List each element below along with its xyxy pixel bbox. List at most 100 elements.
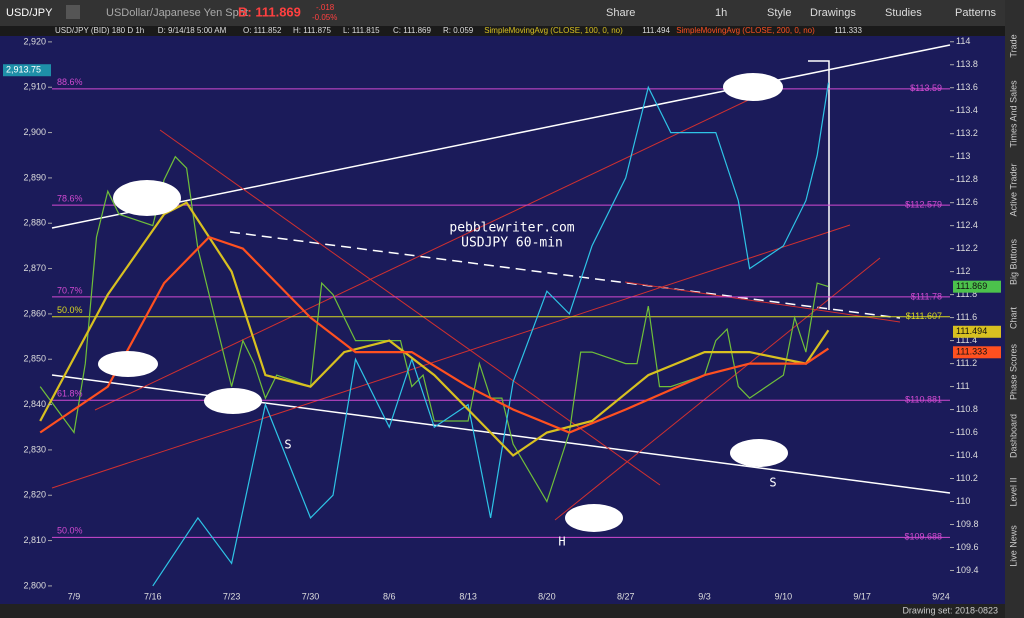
price-line [39, 201, 830, 457]
fib-pct: 78.6% [57, 193, 83, 203]
y-tick-label: 112.4 [956, 220, 978, 230]
status-bar [0, 604, 1005, 618]
annotation: H [558, 535, 565, 549]
x-tick-label: 8/27 [617, 591, 635, 601]
x-tick-label: 9/10 [775, 591, 793, 601]
fib-pct: 70.7% [57, 285, 83, 295]
symbol-dropdown[interactable] [66, 5, 80, 19]
change: -.018 [316, 3, 335, 12]
symbol: USD/JPY [6, 7, 53, 19]
trend-line [554, 257, 881, 521]
price-tag [3, 64, 51, 77]
sidebar-tab[interactable]: Big Buttons [1008, 238, 1018, 285]
description: USDollar/Japanese Yen Spot [106, 7, 248, 19]
ellipses [98, 73, 788, 532]
y-tick-label: 109.8 [956, 519, 979, 529]
y-tick-label: 110.2 [956, 473, 978, 483]
highlight [98, 351, 158, 377]
highlight [565, 504, 623, 532]
x-tick-label: 7/9 [68, 591, 81, 601]
sidebar-tab[interactable]: Times And Sales [1008, 80, 1018, 148]
fib-pct: 61.8% [57, 389, 83, 399]
study-value: 111.333 [834, 26, 862, 35]
sidebar-tab[interactable]: Trade [1008, 34, 1018, 57]
measure-line [808, 60, 830, 310]
study-name: SimpleMovingAvg (CLOSE, 100, 0, no) [484, 26, 623, 35]
y-tick-label: 111 [956, 381, 970, 391]
info-item: L: 111.815 [343, 26, 380, 35]
y-tick-label: 2,810 [23, 535, 46, 545]
toolbar-button[interactable]: Style [767, 7, 791, 19]
trend-line [51, 374, 951, 494]
toolbar-button[interactable]: Drawings [810, 7, 856, 19]
toolbar-button[interactable]: Share [606, 7, 635, 19]
y-tick-label: 111.8 [956, 289, 977, 299]
y-tick-label: 2,860 [23, 308, 46, 318]
price-line [39, 235, 830, 434]
price-line [152, 82, 829, 587]
x-tick-label: 9/17 [853, 591, 871, 601]
y-tick-label: 111.4 [956, 335, 977, 345]
x-axis-area [0, 590, 1005, 604]
fib-pct: 88.6% [57, 77, 83, 87]
y-tick-label: 2,880 [23, 218, 46, 228]
fib-label: $113.59 [910, 83, 942, 93]
y-tick-label: 113.2 [956, 128, 978, 138]
x-tick-label: 7/23 [223, 591, 241, 601]
price-tag-label: 111.869 [956, 281, 987, 291]
x-tick-label: 9/3 [698, 591, 711, 601]
y-tick-label: 111.6 [956, 312, 977, 322]
fib-label: $109.688 [904, 532, 942, 542]
price-tag [953, 325, 1001, 338]
y-tick-label: 113.6 [956, 82, 978, 92]
x-tick-label: 7/30 [302, 591, 320, 601]
trend-line [51, 224, 851, 489]
study-value: 111.494 [642, 26, 670, 35]
info-item: D: 9/14/18 5:00 AM [158, 26, 227, 35]
toolbar-button[interactable]: Patterns [955, 7, 996, 19]
info-bar [0, 26, 1005, 36]
sidebar-tab[interactable]: Level II [1008, 477, 1018, 506]
x-tick-label: 8/13 [459, 591, 477, 601]
plot-area [52, 36, 950, 590]
x-tick-label: 9/24 [932, 591, 950, 601]
fib-label: $112.579 [905, 199, 942, 209]
drawings [39, 44, 951, 587]
bid: B: 111.869 [238, 4, 301, 19]
highlight [730, 439, 788, 467]
trend-line [229, 231, 901, 319]
toolbar-button[interactable]: 1h [715, 7, 727, 19]
sidebar-tab[interactable]: Phase Scores [1008, 343, 1018, 400]
sidebar-tab[interactable]: Dashboard [1008, 414, 1018, 458]
fib-pct: 50.0% [57, 526, 83, 536]
info-item: H: 111.875 [293, 26, 332, 35]
y-tick-label: 2,920 [23, 36, 46, 46]
price-tag-label: 111.333 [956, 347, 987, 357]
sidebar-tab[interactable]: Chart [1008, 307, 1018, 330]
price-tag [953, 346, 1001, 359]
annotation: USDJPY 60-min [461, 236, 563, 251]
sidebar-tab[interactable]: Live News [1008, 525, 1018, 567]
fib-pct: 50.0% [57, 305, 83, 315]
toolbar-button[interactable]: Studies [885, 7, 922, 19]
sidebar [1005, 0, 1024, 618]
annotation: pebblewriter.com [449, 221, 574, 236]
y-tick-label: 110 [956, 496, 970, 506]
x-tick-label: 7/16 [144, 591, 162, 601]
y-tick-label: 112.2 [956, 243, 978, 253]
left-axis-area [0, 36, 52, 590]
highlight [113, 180, 181, 216]
y-tick-label: 112.8 [956, 174, 978, 184]
y-tick-label: 109.4 [956, 565, 979, 575]
fib-label: $111.78 [911, 291, 942, 301]
highlight [204, 388, 262, 414]
sidebar-tab[interactable]: Active Trader [1008, 163, 1018, 216]
y-tick-label: 110.6 [956, 427, 978, 437]
drawing-set: Drawing set: 2018-0823 [902, 605, 998, 615]
y-tick-label: 110.8 [956, 404, 978, 414]
x-tick-label: 8/20 [538, 591, 556, 601]
annotation: S [284, 438, 291, 452]
y-tick-label: 2,870 [23, 263, 46, 273]
y-tick-label: 2,820 [23, 490, 46, 500]
y-tick-label: 113.4 [956, 105, 978, 115]
